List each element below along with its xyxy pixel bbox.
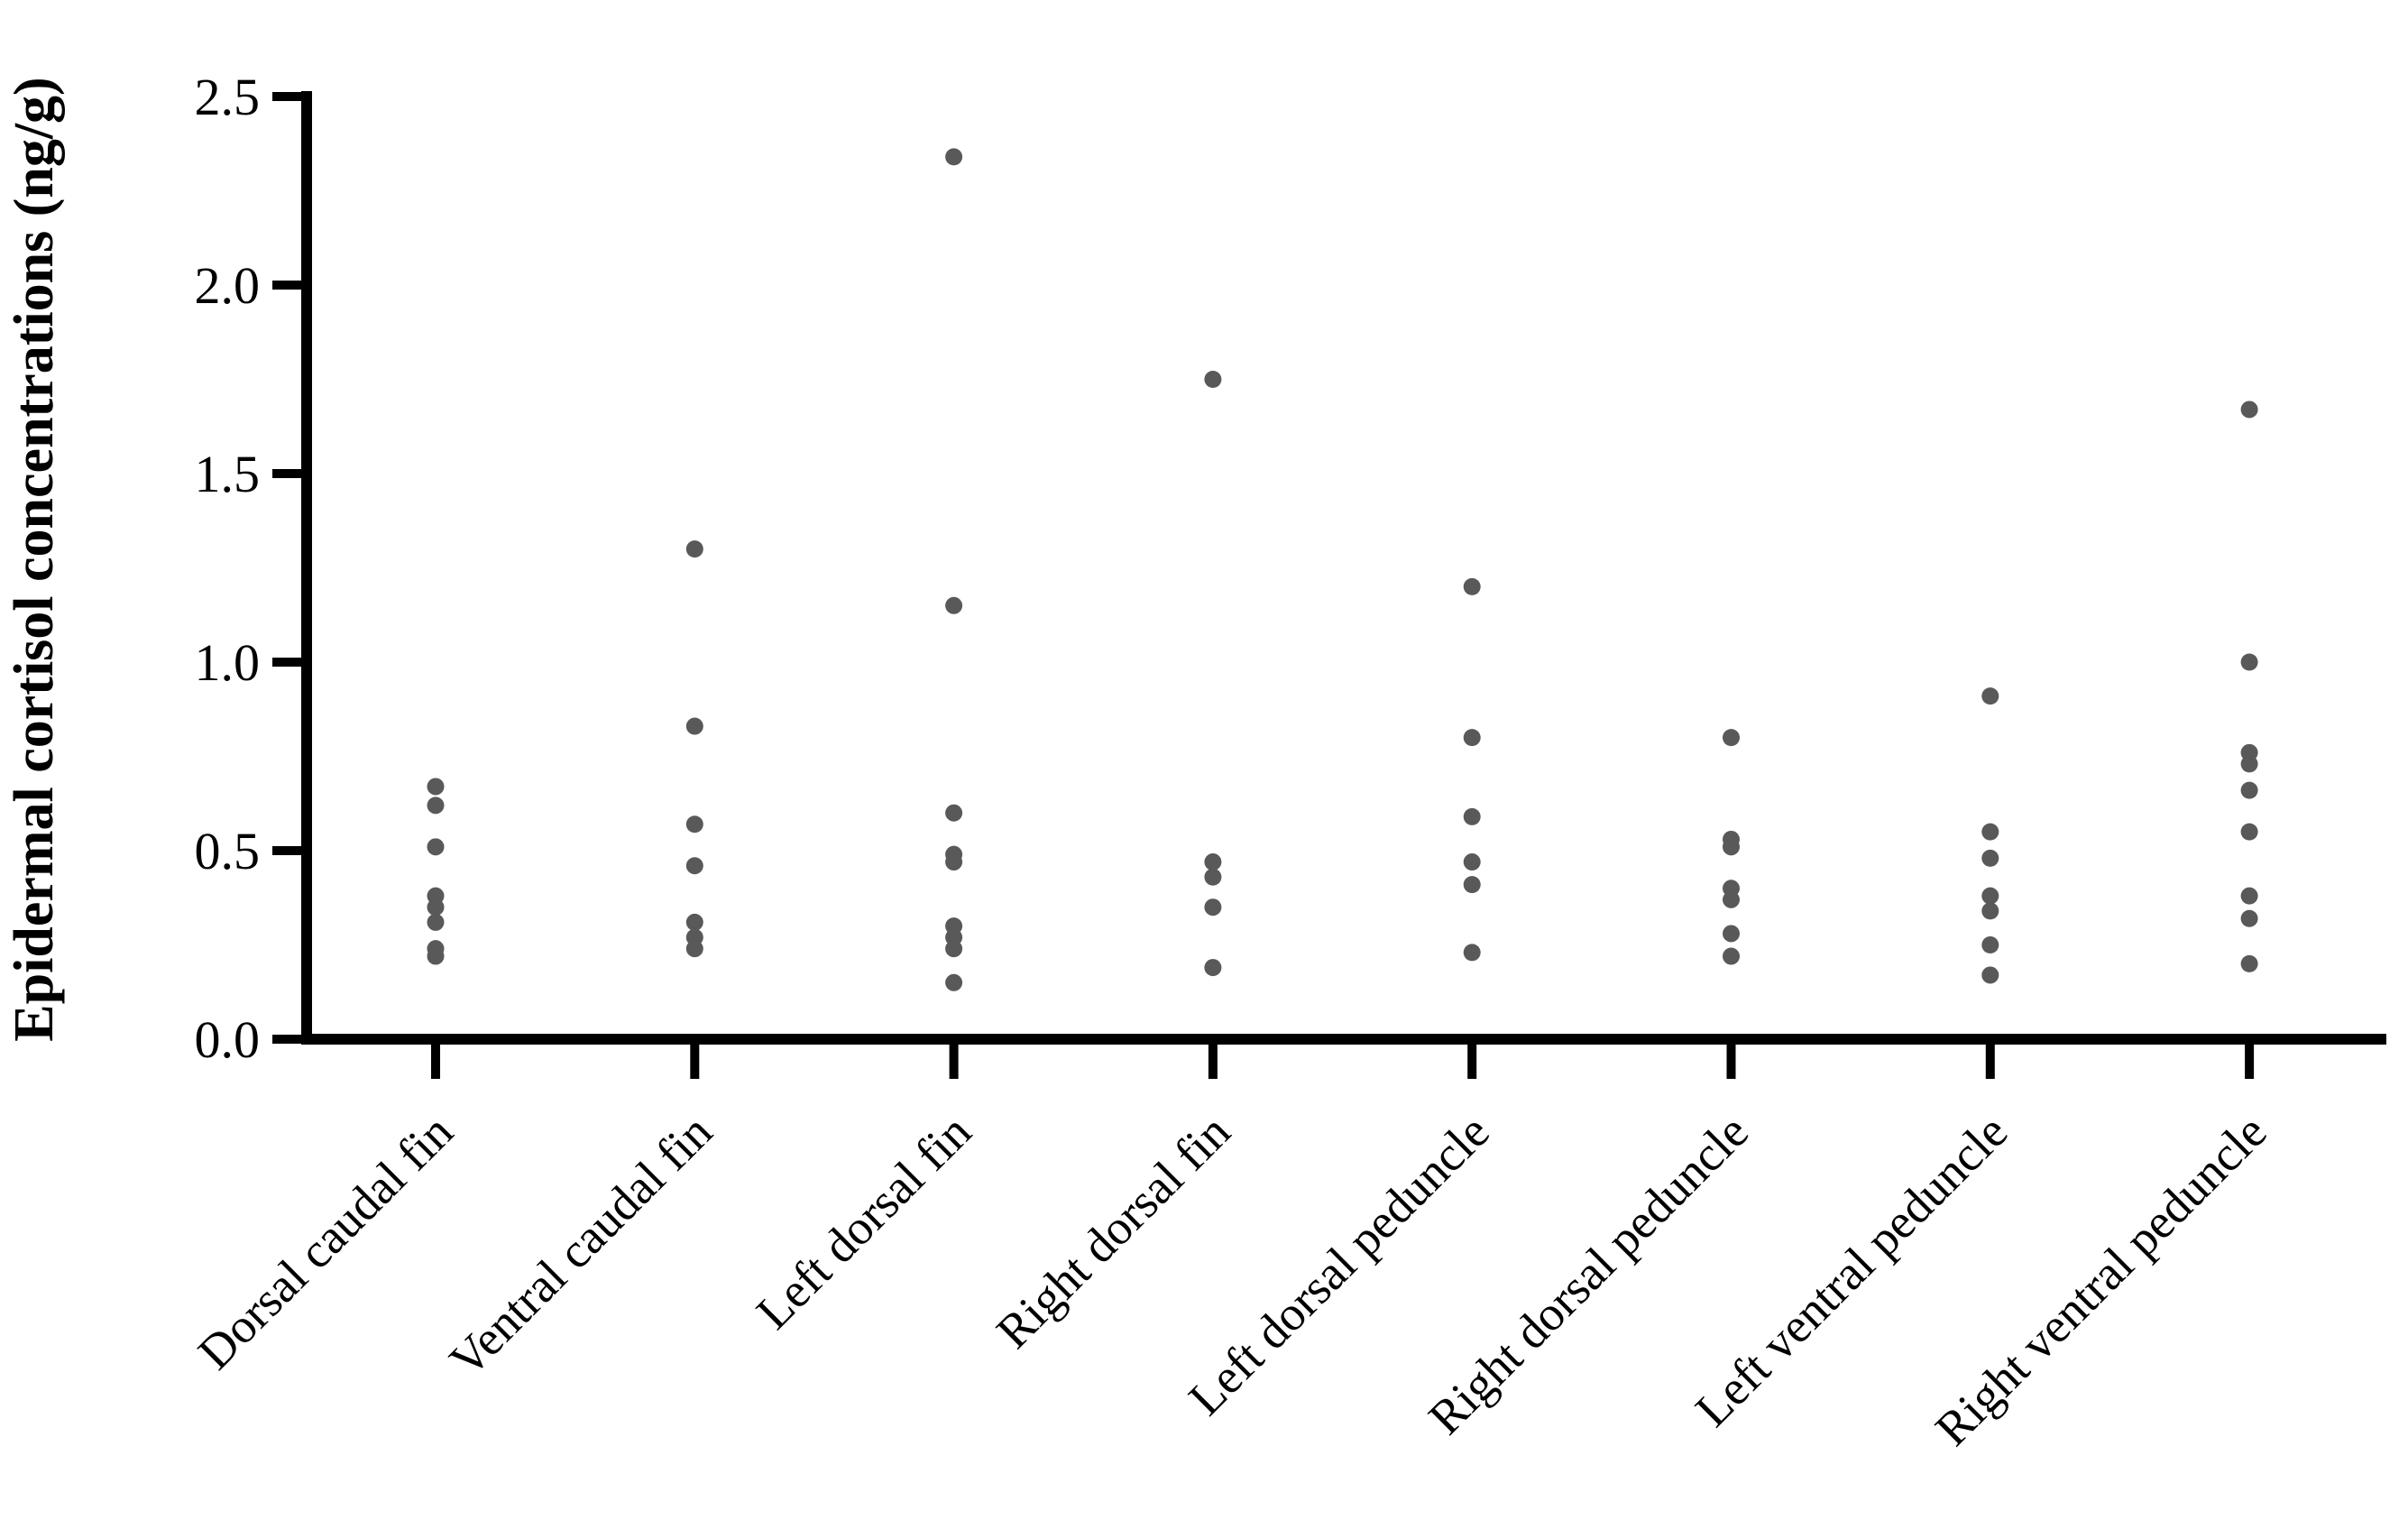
data-point bbox=[2240, 755, 2258, 773]
data-point bbox=[1204, 371, 1222, 388]
y-axis-title: Epidermal cortisol concentrations (ng/g) bbox=[4, 77, 65, 1041]
data-point bbox=[2240, 401, 2258, 419]
data-point bbox=[1981, 902, 1999, 920]
data-point bbox=[1463, 729, 1481, 747]
data-point bbox=[2240, 887, 2258, 905]
data-point bbox=[427, 778, 445, 796]
y-tick-label: 1.0 bbox=[195, 633, 261, 692]
data-point bbox=[1204, 868, 1222, 886]
data-point bbox=[685, 940, 703, 958]
axes-layer bbox=[301, 91, 2386, 1045]
data-point bbox=[1723, 890, 1740, 908]
data-point bbox=[427, 797, 445, 815]
data-point bbox=[2240, 909, 2258, 927]
data-point bbox=[2240, 823, 2258, 841]
data-point bbox=[427, 913, 445, 931]
data-point bbox=[1981, 887, 1999, 905]
data-point bbox=[2240, 954, 2258, 972]
data-point bbox=[685, 540, 703, 558]
data-point bbox=[685, 913, 703, 931]
data-point bbox=[1463, 807, 1481, 825]
data-point bbox=[1981, 823, 1999, 841]
y-tick-layer: 0.0 0.5 1.0 1.5 2.0 2.5 bbox=[195, 68, 307, 1069]
data-point bbox=[945, 804, 963, 822]
y-tick-label: 2.0 bbox=[195, 256, 261, 315]
data-point bbox=[1981, 936, 1999, 953]
data-points-layer bbox=[427, 148, 2258, 991]
data-point bbox=[1463, 944, 1481, 962]
data-point bbox=[1463, 577, 1481, 595]
data-point bbox=[1981, 687, 1999, 705]
data-point bbox=[945, 973, 963, 991]
x-category-label: Ventral caudal fin bbox=[439, 1104, 722, 1387]
x-category-label: Right dorsal fin bbox=[986, 1104, 1240, 1359]
data-point bbox=[427, 838, 445, 856]
data-point bbox=[2240, 653, 2258, 671]
data-point bbox=[1723, 838, 1740, 856]
y-tick-label: 0.0 bbox=[195, 1010, 261, 1069]
data-point bbox=[1981, 966, 1999, 984]
data-point bbox=[1981, 849, 1999, 867]
data-point bbox=[685, 857, 703, 875]
data-point bbox=[945, 853, 963, 871]
data-point bbox=[945, 148, 963, 166]
data-point bbox=[1204, 959, 1222, 977]
data-point bbox=[945, 596, 963, 614]
data-point bbox=[1204, 853, 1222, 871]
data-point bbox=[2240, 781, 2258, 799]
data-point bbox=[1463, 876, 1481, 894]
data-point bbox=[945, 940, 963, 958]
x-category-label: Left dorsal fin bbox=[746, 1104, 981, 1340]
y-tick-label: 1.5 bbox=[195, 445, 261, 503]
y-tick-label: 2.5 bbox=[195, 68, 261, 126]
data-point bbox=[427, 947, 445, 965]
data-point bbox=[427, 898, 445, 916]
x-category-label: Dorsal caudal fin bbox=[188, 1104, 463, 1379]
data-point bbox=[685, 717, 703, 735]
data-point bbox=[685, 815, 703, 834]
y-tick-label: 0.5 bbox=[195, 822, 261, 880]
data-point bbox=[1204, 898, 1222, 916]
data-point bbox=[1723, 947, 1740, 965]
data-point bbox=[1723, 925, 1740, 943]
data-point bbox=[1463, 853, 1481, 871]
data-point bbox=[1723, 729, 1740, 747]
